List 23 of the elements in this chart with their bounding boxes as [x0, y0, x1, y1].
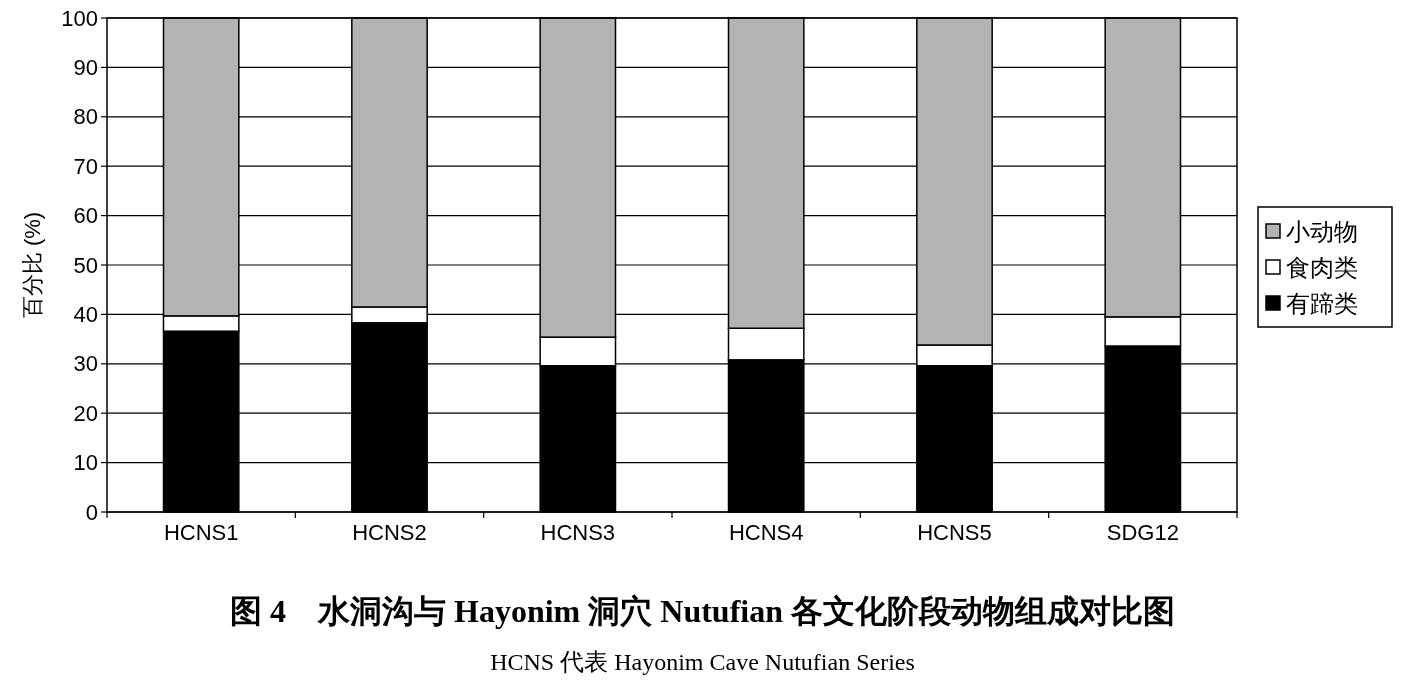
y-tick-label: 100 — [61, 5, 98, 31]
text: HCNS 代表 Hayonim Cave Nutufian Series — [490, 649, 915, 675]
x-tick-label: HCNS5 — [917, 520, 992, 545]
x-tick-label: HCNS2 — [352, 520, 427, 545]
y-tick-label: 60 — [73, 203, 98, 229]
legend-label: 食肉类 — [1286, 253, 1358, 281]
x-tick-label: HCNS3 — [540, 520, 616, 545]
y-tick-label: 20 — [73, 400, 98, 426]
legend-label: 有蹄类 — [1286, 289, 1358, 317]
y-tick-label: 40 — [73, 301, 98, 327]
y-tick-label: 90 — [73, 54, 98, 80]
y-tick-label: 80 — [73, 104, 98, 130]
y-tick-label: 0 — [85, 499, 98, 525]
x-tick-label: HCNS4 — [728, 520, 804, 545]
x-tick-label: HCNS1 — [163, 520, 239, 545]
y-tick-label: 50 — [73, 252, 98, 278]
y-tick-label: 70 — [73, 153, 98, 179]
legend-label: 小动物 — [1286, 217, 1358, 245]
y-tick-label: 30 — [73, 351, 98, 377]
y-axis-title: 百分比 (%) — [20, 211, 45, 319]
y-tick-label: 10 — [73, 450, 98, 476]
x-tick-label: SDG12 — [1106, 520, 1179, 545]
text: 图 4 水洞沟与 Hayonim 洞穴 Nutufian 各文化阶段动物组成对比图 — [230, 593, 1175, 629]
